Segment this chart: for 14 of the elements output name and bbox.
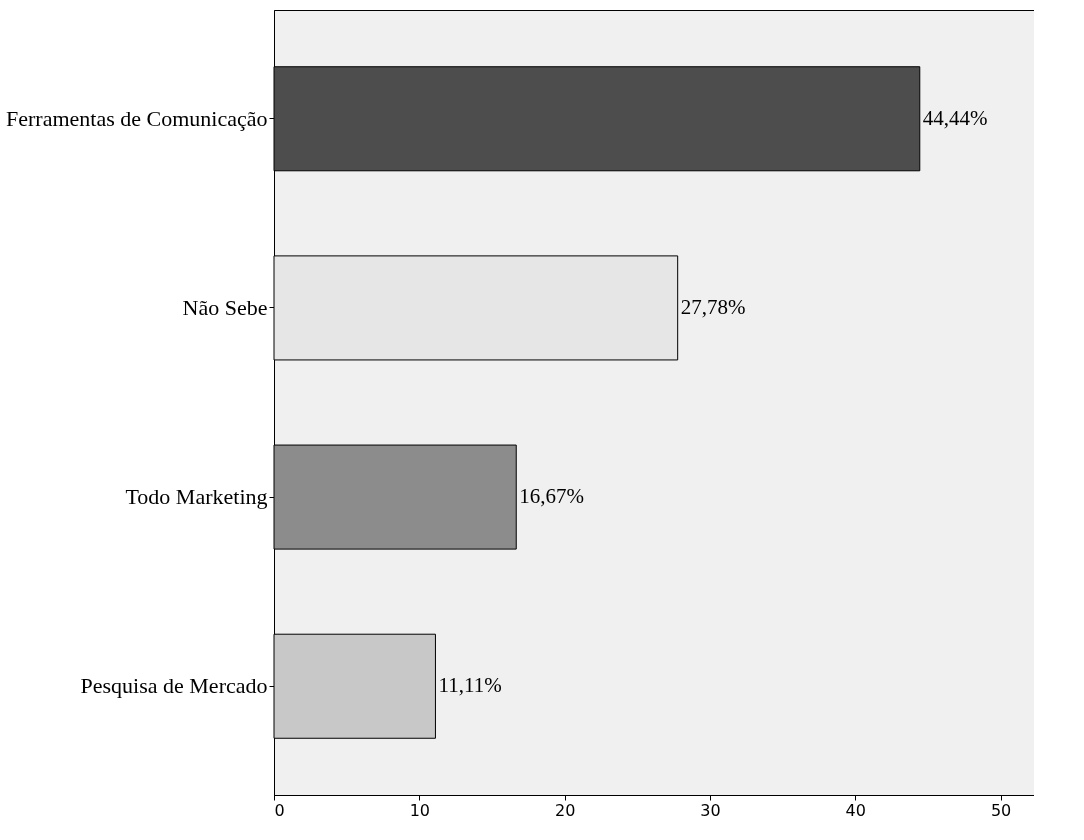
y-tick-label: Ferramentas de Comunicação [6, 105, 268, 131]
data-label: 27,78% [680, 294, 746, 319]
x-tick-label: 50 [990, 800, 1012, 820]
x-tick-label: 10 [409, 800, 430, 820]
data-label: 11,11% [438, 673, 502, 698]
x-tick-label: 20 [554, 800, 576, 820]
y-tick-label: Pesquisa de Mercado [80, 673, 268, 699]
x-tick-label: 40 [845, 800, 866, 820]
x-tick-label: 0 [274, 800, 285, 820]
x-tick-label: 30 [700, 800, 721, 820]
y-tick-label: Não Sebe [182, 294, 268, 320]
y-tick-label: Todo Marketing [125, 484, 268, 510]
data-label: 16,67% [519, 484, 584, 509]
data-label: 44,44% [922, 105, 988, 130]
